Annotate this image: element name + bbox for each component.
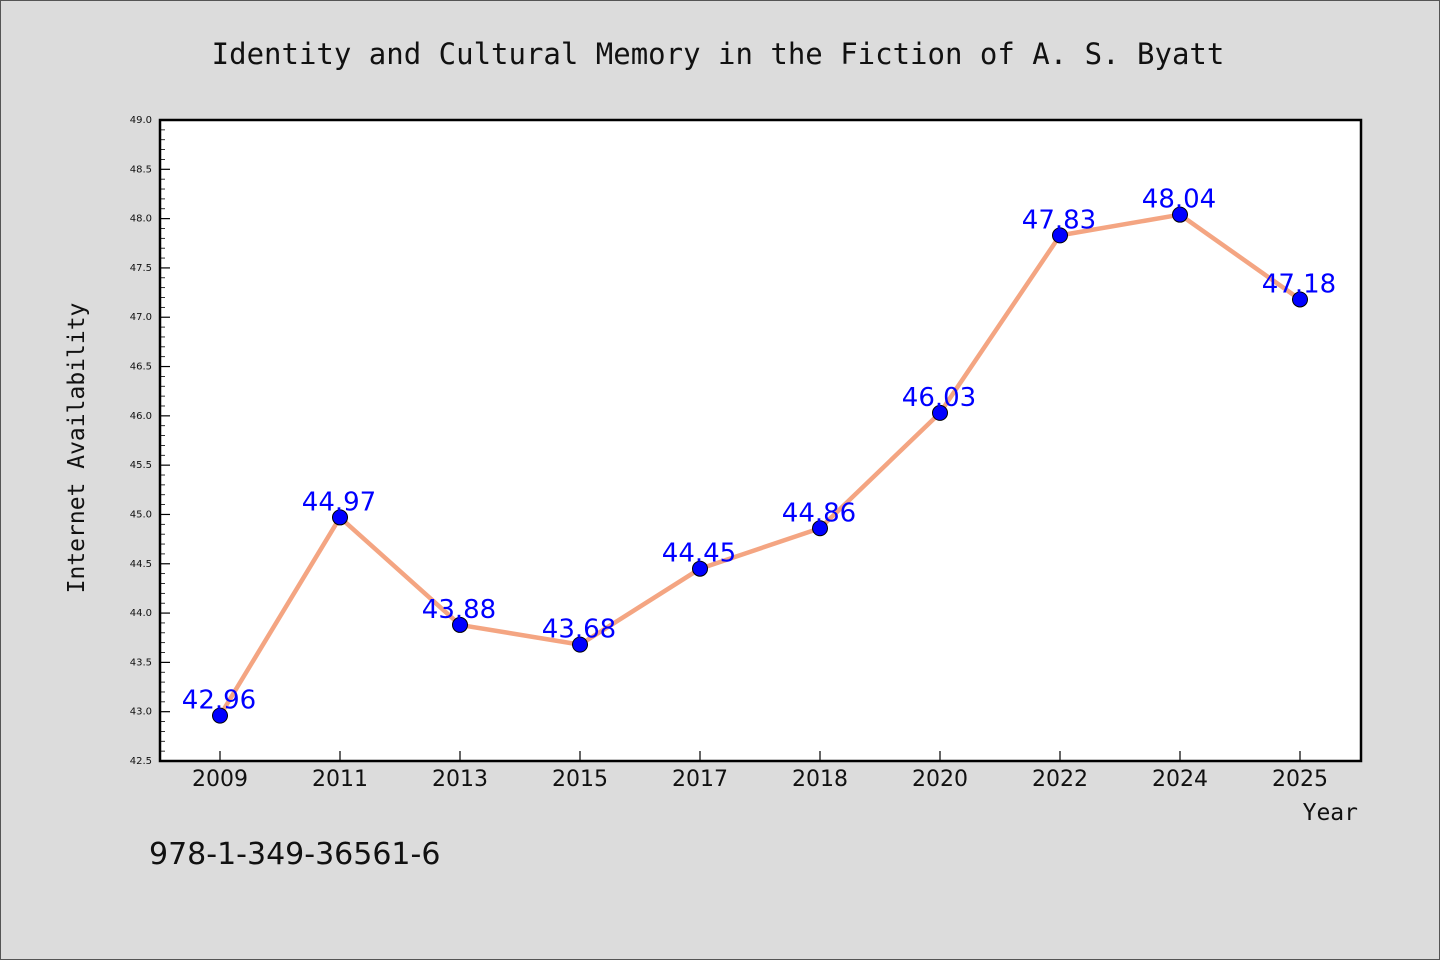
y-tick-label: 45.0 xyxy=(130,509,152,520)
data-point xyxy=(1052,227,1068,244)
data-label: 47.18 xyxy=(1262,269,1336,299)
data-point xyxy=(1172,206,1188,223)
y-tick-label: 43.5 xyxy=(130,657,152,668)
x-tick-label: 2025 xyxy=(1272,767,1328,792)
data-point xyxy=(572,636,588,653)
data-label: 44.45 xyxy=(662,539,736,569)
data-label: 42.96 xyxy=(182,686,256,716)
x-tick-label: 2009 xyxy=(192,767,248,792)
x-axis: 2009 2011 2013 2015 2017 2018 2020 2022 2024 2025 xyxy=(192,751,1328,792)
x-tick-label: 2013 xyxy=(432,767,488,792)
y-tick-label: 46.0 xyxy=(130,411,152,422)
x-axis-label: Year xyxy=(1303,800,1358,826)
data-point xyxy=(932,404,948,421)
y-tick-label: 42.5 xyxy=(130,756,152,767)
data-label: 44.86 xyxy=(782,498,856,528)
data-label: 43.88 xyxy=(422,595,496,625)
data-point xyxy=(812,520,828,537)
isbn-footer: 978-1-349-36561-6 xyxy=(149,837,440,872)
y-tick-label: 45.5 xyxy=(130,460,152,471)
data-label: 48.04 xyxy=(1142,185,1216,215)
series-layer: 42.96 44.97 43.88 43.68 44.45 44.86 46.03 47.83… xyxy=(182,185,1336,724)
x-tick-label: 2018 xyxy=(792,767,848,792)
y-axis-label: Internet Availability xyxy=(64,303,90,594)
x-tick-label: 2017 xyxy=(672,767,728,792)
x-tick-label: 2020 xyxy=(912,767,968,792)
data-point xyxy=(1292,291,1308,308)
y-tick-label: 49.0 xyxy=(130,115,152,126)
y-tick-label: 44.5 xyxy=(130,559,152,570)
data-label: 47.83 xyxy=(1022,205,1096,235)
y-tick-label: 43.0 xyxy=(130,707,152,718)
y-tick-label: 44.0 xyxy=(130,608,152,619)
chart-title: Identity and Cultural Memory in the Fict… xyxy=(212,37,1225,71)
y-tick-label: 47.0 xyxy=(130,312,152,323)
data-point xyxy=(452,616,468,633)
data-point xyxy=(692,560,708,577)
data-label: 46.03 xyxy=(902,383,976,413)
data-label: 44.97 xyxy=(302,487,376,517)
y-tick-label: 47.5 xyxy=(130,263,152,274)
x-tick-label: 2022 xyxy=(1032,767,1088,792)
y-tick-label: 48.0 xyxy=(130,214,152,225)
x-tick-label: 2015 xyxy=(552,767,608,792)
plot-area xyxy=(158,118,1363,763)
data-point xyxy=(332,509,348,526)
series-line xyxy=(217,212,1303,718)
data-label: 43.68 xyxy=(542,615,616,645)
y-tick-label: 48.5 xyxy=(130,164,152,175)
data-point xyxy=(212,707,228,724)
x-tick-label: 2011 xyxy=(312,767,368,792)
y-tick-label: 46.5 xyxy=(130,362,152,373)
y-axis: 42.5 43.0 43.5 44.0 44.5 45.0 45.5 46.0 46.5 47.0… xyxy=(130,115,170,767)
x-tick-label: 2024 xyxy=(1152,767,1208,792)
